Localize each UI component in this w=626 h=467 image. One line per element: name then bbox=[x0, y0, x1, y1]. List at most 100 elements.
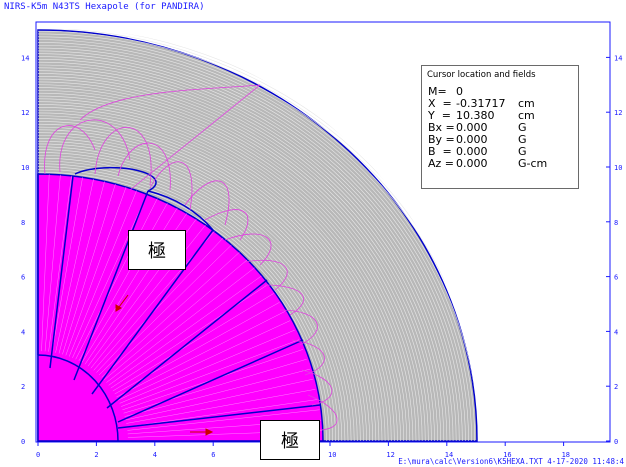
field-contour bbox=[38, 67, 448, 441]
magnet-contour bbox=[78, 202, 168, 361]
field-contour bbox=[38, 56, 460, 441]
magnet-contour bbox=[106, 267, 255, 383]
info-row-by: By =0.000 G bbox=[428, 133, 527, 146]
x-tick-label: 14 bbox=[445, 451, 453, 459]
y-tick-label-right: 6 bbox=[614, 274, 618, 282]
field-contour bbox=[38, 90, 423, 441]
field-contour bbox=[38, 166, 340, 441]
y-tick-label-left: 12 bbox=[21, 109, 29, 117]
field-contour bbox=[38, 78, 435, 441]
x-tick-label: 6 bbox=[211, 451, 215, 459]
field-contour bbox=[38, 126, 383, 441]
field-contour bbox=[38, 39, 477, 441]
pole-label-upper: 極 bbox=[128, 230, 186, 270]
info-row-bx: Bx =0.000 G bbox=[428, 121, 527, 134]
magnet-contour bbox=[101, 252, 240, 378]
field-contour bbox=[38, 64, 451, 441]
x-tick-label: 10 bbox=[328, 451, 336, 459]
field-contour bbox=[38, 123, 386, 441]
magnet-contour bbox=[75, 198, 158, 360]
magnet-contour bbox=[51, 177, 83, 353]
magnet-contour bbox=[48, 175, 72, 352]
field-contour bbox=[38, 154, 352, 441]
field-contour bbox=[38, 115, 395, 441]
magnet-contour bbox=[103, 259, 248, 381]
magnet-field-lines bbox=[38, 174, 323, 438]
magnet-contour bbox=[41, 174, 50, 352]
y-tick-label-left: 2 bbox=[21, 383, 25, 391]
y-tick-label-left: 0 bbox=[21, 438, 25, 446]
field-contour bbox=[38, 104, 408, 441]
field-contour bbox=[38, 95, 417, 441]
field-contour bbox=[38, 75, 438, 441]
status-footer: E:\mura\calc\Version6\K5HEXA.TXT 4-17-20… bbox=[398, 457, 624, 466]
magnet-contour bbox=[96, 237, 224, 373]
pole-label-lower: 極 bbox=[260, 420, 320, 460]
field-contour bbox=[38, 44, 472, 441]
magnet-contour bbox=[126, 398, 320, 428]
field-contour bbox=[38, 107, 404, 441]
field-contour bbox=[38, 50, 466, 441]
magnet-contour bbox=[108, 275, 262, 386]
field-contour bbox=[38, 98, 414, 441]
field-contour bbox=[38, 143, 364, 441]
field-contour bbox=[38, 59, 457, 441]
magnet-contour bbox=[125, 378, 316, 421]
field-contour bbox=[38, 132, 377, 441]
y-tick-label-left: 4 bbox=[21, 328, 25, 336]
magnet-contour bbox=[58, 181, 105, 354]
magnet-contour bbox=[112, 292, 276, 392]
field-contour bbox=[38, 109, 401, 441]
field-contour bbox=[38, 169, 336, 441]
y-tick-label-right: 12 bbox=[614, 109, 622, 117]
y-tick-label-left: 14 bbox=[21, 54, 29, 62]
field-contour bbox=[38, 92, 420, 441]
magnet-contour bbox=[90, 224, 206, 369]
info-row-b: B = 0.000 G bbox=[428, 145, 527, 158]
field-contour bbox=[38, 149, 358, 441]
y-tick-label-right: 14 bbox=[614, 54, 622, 62]
field-contour bbox=[38, 157, 349, 441]
info-row-y: Y = 10.380 cm bbox=[428, 109, 535, 122]
magnet-contour bbox=[65, 186, 127, 356]
magnet-contour bbox=[127, 409, 322, 431]
y-tick-label-left: 6 bbox=[21, 274, 25, 282]
field-contour bbox=[38, 118, 392, 441]
footer-time: 11:48:4 bbox=[592, 457, 624, 466]
field-contour bbox=[38, 146, 361, 441]
magnet-contour bbox=[121, 338, 302, 407]
magnet-contour bbox=[62, 183, 116, 355]
y-tick-label-right: 0 bbox=[614, 438, 618, 446]
flux-loops bbox=[44, 84, 338, 431]
segment-boundaries bbox=[37, 166, 321, 442]
field-contour bbox=[38, 84, 429, 441]
field-contour bbox=[38, 70, 445, 441]
info-row-x: X = -0.31717 cm bbox=[428, 97, 535, 110]
field-contour bbox=[38, 152, 355, 441]
magnet-contour bbox=[44, 174, 61, 352]
magnet-contour bbox=[116, 310, 287, 398]
magnet-contour bbox=[119, 328, 297, 404]
magnet-contour bbox=[68, 190, 137, 357]
footer-path: E:\mura\calc\Version6\K5HEXA.TXT bbox=[398, 457, 543, 466]
info-row-m: M= 0 bbox=[428, 85, 463, 98]
y-tick-label-right: 2 bbox=[614, 383, 618, 391]
field-contour bbox=[38, 163, 343, 441]
window-title: NIRS-K5m N43TS Hexapole (for PANDIRA) bbox=[4, 2, 205, 12]
y-tick-label-right: 10 bbox=[614, 164, 622, 172]
magnet-contour bbox=[110, 283, 269, 389]
field-contour bbox=[38, 101, 411, 441]
magnet-contour bbox=[124, 368, 313, 417]
y-tick-label-right: 8 bbox=[614, 219, 618, 227]
field-contour bbox=[38, 53, 463, 441]
magnet-contour bbox=[114, 301, 282, 395]
x-tick-label: 18 bbox=[562, 451, 570, 459]
x-tick-label: 2 bbox=[94, 451, 98, 459]
x-tick-label: 0 bbox=[36, 451, 40, 459]
plot-frame bbox=[35, 21, 611, 443]
field-contour bbox=[38, 121, 389, 441]
magnet-contour bbox=[72, 194, 148, 358]
footer-date: 4-17-2020 bbox=[547, 457, 588, 466]
info-row-az: Az = 0.000 G-cm bbox=[428, 157, 548, 170]
